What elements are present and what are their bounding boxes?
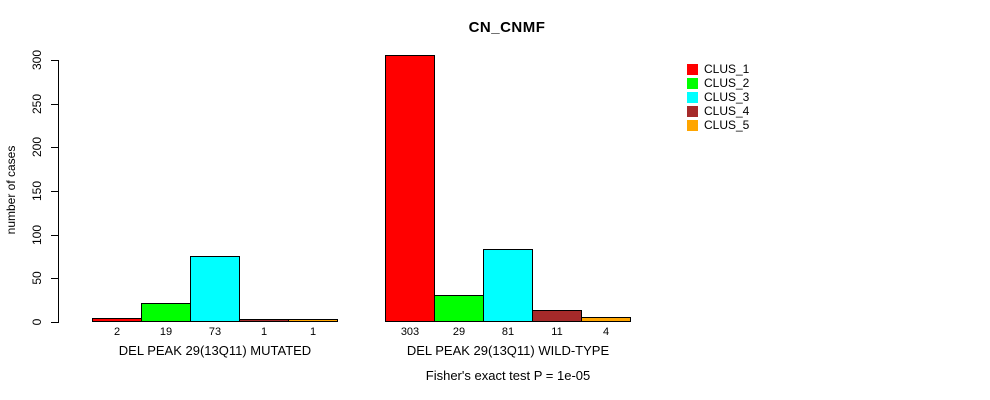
y-tick-label: 250 <box>30 93 44 114</box>
legend-swatch-clus_5 <box>687 119 698 131</box>
legend-item-clus_1: CLUS_1 <box>687 62 749 76</box>
bar-clus_4 <box>532 310 582 322</box>
y-tick-label: 200 <box>30 137 44 158</box>
group-label-wild-type: DEL PEAK 29(13Q11) WILD-TYPE <box>406 343 610 358</box>
y-tick-mark <box>51 103 59 105</box>
legend-item-clus_4: CLUS_4 <box>687 104 749 118</box>
y-tick-mark <box>51 147 59 149</box>
y-axis-label: number of cases <box>4 145 18 235</box>
group-label-mutated: DEL PEAK 29(13Q11) MUTATED <box>118 343 312 358</box>
bar-clus_2 <box>434 294 484 322</box>
y-tick-label: 300 <box>30 50 44 71</box>
y-tick-mark <box>51 234 59 236</box>
chart-title: CN_CNMF <box>468 19 546 36</box>
bar-clus_2 <box>141 303 191 322</box>
bar-clus_5 <box>288 319 338 322</box>
legend-swatch-clus_4 <box>687 105 698 117</box>
legend-label: CLUS_2 <box>704 76 750 90</box>
bar-value-label: 29 <box>452 326 466 338</box>
bar-clus_1 <box>92 318 142 322</box>
legend-label: CLUS_1 <box>704 62 750 76</box>
legend-item-clus_5: CLUS_5 <box>687 118 749 132</box>
y-tick-mark <box>51 278 59 280</box>
bar-value-label: 2 <box>113 326 121 338</box>
bar-value-label: 1 <box>260 326 268 338</box>
bar-value-label: 1 <box>309 326 317 338</box>
y-tick-label: 150 <box>30 181 44 202</box>
y-tick-mark <box>51 191 59 193</box>
legend-swatch-clus_2 <box>687 77 698 89</box>
bar-value-label: 4 <box>602 326 610 338</box>
fisher-test-caption: Fisher's exact test P = 1e-05 <box>425 368 591 383</box>
y-tick-label: 100 <box>30 224 44 245</box>
legend-label: CLUS_4 <box>704 104 750 118</box>
bar-clus_5 <box>581 316 631 322</box>
legend: CLUS_1 CLUS_2 CLUS_3 CLUS_4 CLUS_5 <box>687 62 749 132</box>
bar-value-label: 81 <box>501 326 515 338</box>
bar-value-label: 19 <box>159 326 173 338</box>
legend-item-clus_3: CLUS_3 <box>687 90 749 104</box>
bar-value-label: 11 <box>551 326 563 338</box>
y-tick-label: 50 <box>30 271 44 286</box>
y-tick-label: 0 <box>30 318 44 326</box>
bar-value-label: 73 <box>208 326 222 338</box>
legend-swatch-clus_3 <box>687 91 698 103</box>
legend-swatch-clus_1 <box>687 63 698 75</box>
legend-label: CLUS_3 <box>704 90 750 104</box>
bar-clus_4 <box>239 319 289 322</box>
legend-label: CLUS_5 <box>704 118 750 132</box>
y-tick-mark <box>51 322 59 323</box>
y-tick-mark <box>51 60 59 62</box>
bar-clus_3 <box>483 249 533 322</box>
bar-clus_3 <box>190 256 240 322</box>
bar-clus_1 <box>385 55 435 322</box>
bar-value-label: 303 <box>400 326 420 338</box>
legend-item-clus_2: CLUS_2 <box>687 76 749 90</box>
